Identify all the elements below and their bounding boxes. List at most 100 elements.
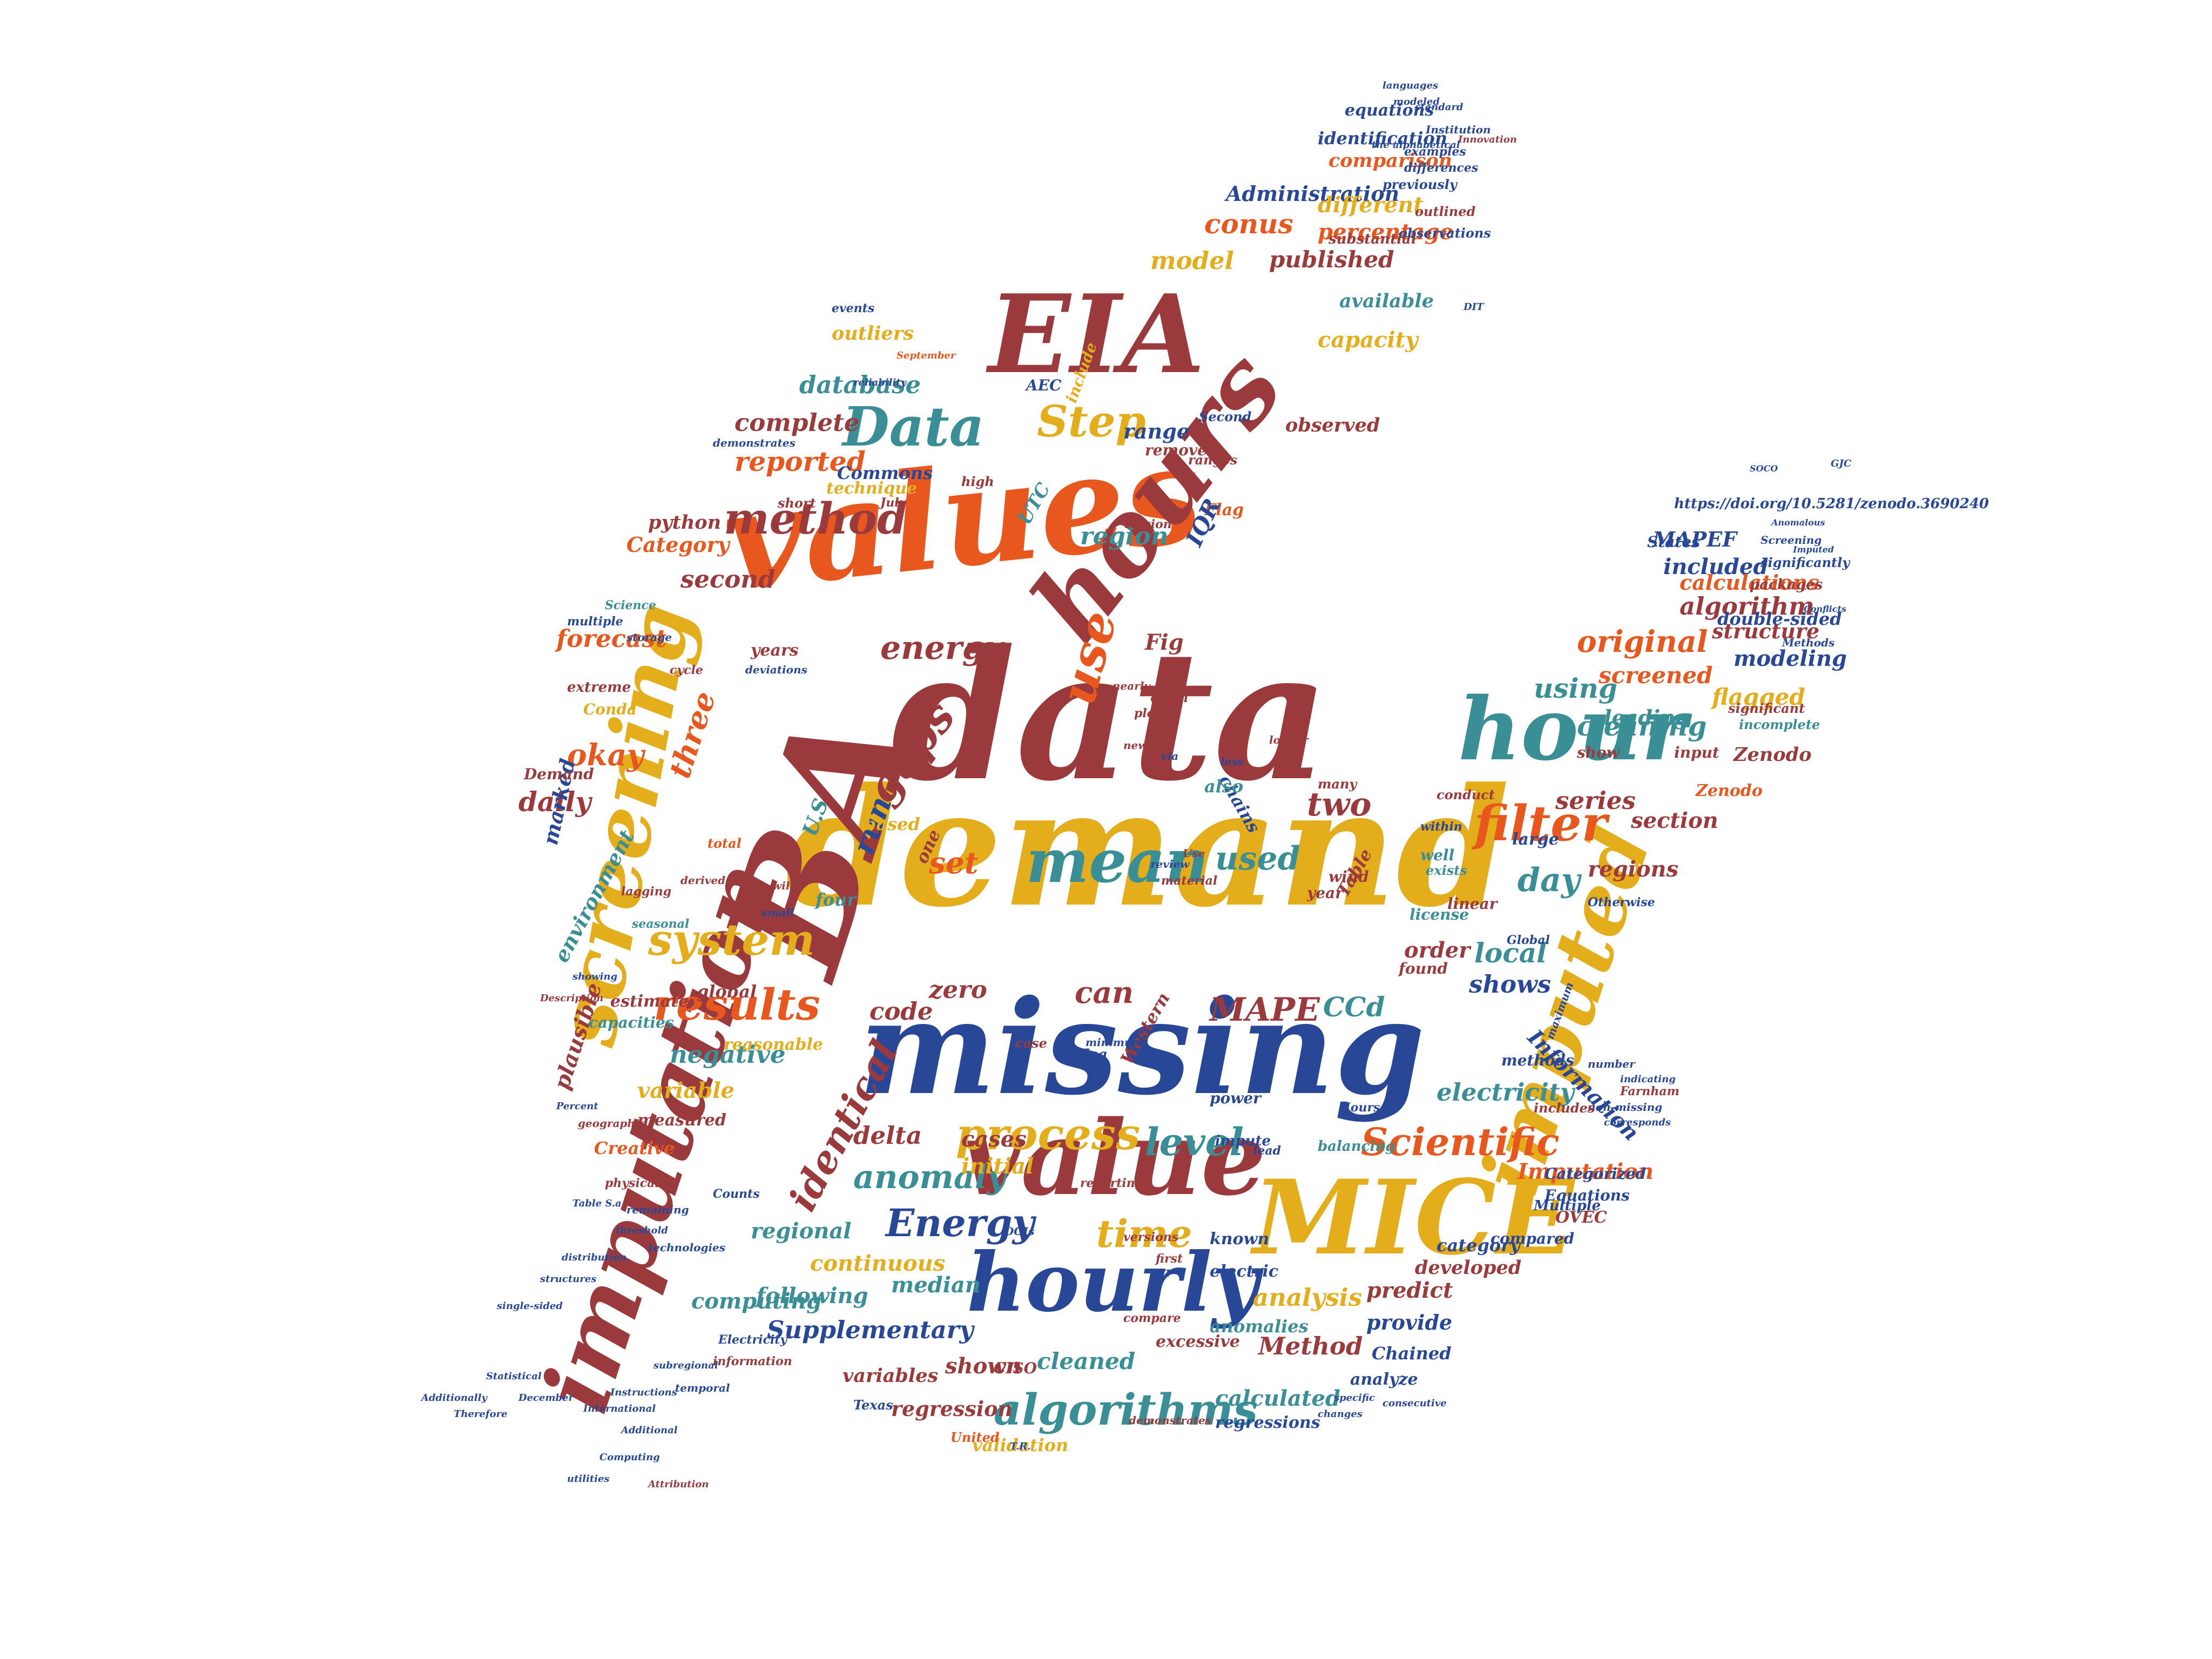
word-analyze: analyze (1350, 1370, 1418, 1389)
word-within: within (1420, 820, 1462, 834)
word-cleaned: cleaned (1037, 1348, 1136, 1374)
word-small: small (761, 906, 794, 919)
word-mapef: MAPEF (1653, 527, 1737, 551)
word-geographic: geographic (578, 1117, 646, 1130)
word-longer: longer (1269, 733, 1309, 746)
word-set: set (929, 845, 979, 880)
word-alphabetical: the alphabetical (1372, 139, 1460, 151)
word-percentage: percentage (1318, 219, 1454, 245)
word-remaining: remaining (626, 1203, 689, 1216)
word-outliers: outliers (832, 322, 914, 345)
word-observed: observed (1285, 414, 1380, 436)
word-energy-cap: Energy (886, 1201, 1035, 1245)
word-demand-cap: Demand (524, 765, 594, 783)
word-large: large (1512, 830, 1559, 849)
word-two: two (1307, 786, 1372, 824)
word-non-missing: non-missing (1588, 1101, 1663, 1114)
word-compare: compare (1123, 1311, 1181, 1325)
word-electricity-cap: Electricity (718, 1333, 787, 1347)
word-methods: methods (1501, 1051, 1574, 1069)
word-outlined: outlined (1415, 204, 1476, 219)
word-threshold: threshold (616, 1225, 668, 1236)
word-database: database (799, 370, 921, 399)
word-predict: predict (1366, 1278, 1453, 1303)
word-data-cap: Data (842, 395, 984, 458)
word-additionally: Additionally (421, 1392, 488, 1404)
word-hourly: hourly (967, 1235, 1259, 1330)
word-commons: Commons (837, 463, 933, 483)
word-process: process (956, 1109, 1141, 1159)
word-soco: SOCO (1750, 463, 1778, 474)
word-second-cap: Second (1199, 409, 1252, 424)
word-zenodo: Zenodo (1734, 744, 1812, 766)
word-differences: differences (1404, 161, 1479, 175)
word-storage: storage (626, 631, 672, 644)
word-physically: physically (605, 1176, 671, 1190)
word-high: high (961, 474, 994, 489)
word-demand: demand (786, 752, 1510, 943)
word-anomalous: Anomalous (1771, 517, 1825, 528)
word-institution: Institution (1426, 123, 1491, 136)
word-international: International (583, 1403, 656, 1414)
word-dit: DIT (1464, 301, 1484, 313)
word-exists: exists (1426, 862, 1467, 878)
word-initial: initial (961, 1154, 1034, 1179)
word-remove: remove (1145, 441, 1207, 459)
word-minimum: minimum (1085, 1036, 1144, 1049)
word-missing: missing (859, 972, 1425, 1124)
word-science: Science (605, 598, 657, 612)
word-equations: equations (1345, 101, 1434, 120)
word-packages: packages (1750, 577, 1823, 593)
word-standard: standard (1415, 102, 1464, 113)
word-changes: changes (1318, 1408, 1363, 1420)
word-value: value (961, 1098, 1266, 1218)
word-reported: reported (734, 446, 866, 477)
word-multiple-lower: multiple (567, 615, 623, 629)
word-modeled: modeled (1393, 96, 1440, 107)
word-conflicts: Conflicts (1804, 604, 1846, 614)
word-license: license (1410, 906, 1469, 923)
word-derived: derived (680, 874, 726, 887)
word-global: global (697, 981, 757, 1002)
word-original: original (1577, 624, 1708, 659)
word-following: following (756, 1283, 868, 1309)
word-comparison: comparison (1328, 150, 1453, 172)
word-different: different (1318, 192, 1424, 218)
word-specific: specific (1334, 1392, 1375, 1404)
word-includes: includes (1534, 1100, 1595, 1116)
word-range: range (1123, 419, 1190, 443)
word-method: method (724, 493, 907, 544)
word-showing: showing (572, 971, 618, 982)
word-case: case (1015, 1035, 1047, 1051)
word-filter: filter (1474, 795, 1607, 852)
word-provide: provide (1366, 1310, 1453, 1334)
word-imputation-cap: Imputation (1518, 1159, 1654, 1184)
word-double-sided: double-sided (1717, 609, 1842, 629)
word-often: often (1150, 690, 1189, 705)
word-states: States (1647, 533, 1700, 551)
word-table-sa: Table S.a (572, 1198, 622, 1209)
word-power: power (1210, 1089, 1261, 1107)
word-linear: linear (1447, 895, 1498, 913)
word-validation: validation (972, 1435, 1069, 1455)
word-lead: lead (1253, 1144, 1281, 1158)
word-measured: measured (637, 1111, 726, 1130)
word-data: data (891, 611, 1329, 820)
word-aec: AEC (1026, 376, 1062, 394)
word-corresponds: corresponds (1604, 1117, 1671, 1128)
word-forecast: forecast (556, 624, 667, 653)
word-reliability: reliability (853, 377, 907, 388)
word-modeling: modeling (1734, 646, 1847, 671)
word-section: section (1631, 808, 1718, 833)
word-september: September (896, 350, 956, 361)
word-series: series (1555, 786, 1636, 815)
word-statistical: Statistical (486, 1371, 542, 1382)
word-balancing: balancing (1318, 1138, 1395, 1155)
word-consecutive: consecutive (1382, 1398, 1447, 1409)
word-first: first (1156, 1252, 1183, 1266)
word-ranges: ranges (1188, 452, 1238, 468)
word-plots: plots (1134, 706, 1167, 720)
word-global-cap: Global (1507, 933, 1550, 947)
word-local: local (1474, 937, 1547, 969)
word-demonstrates: demonstrates (713, 436, 795, 449)
